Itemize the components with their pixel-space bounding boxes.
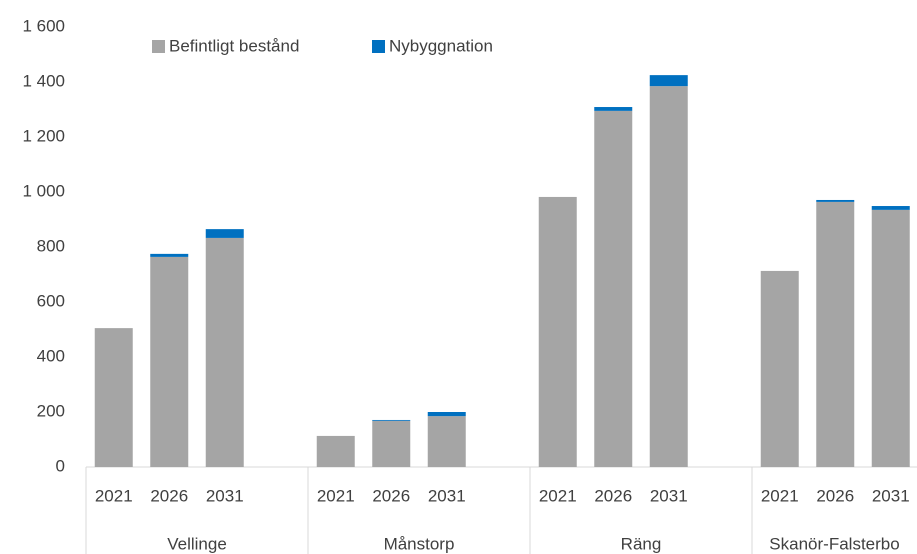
y-tick-label: 1 000 <box>22 181 65 200</box>
x-tick-label: 2026 <box>372 486 410 505</box>
x-tick-label: 2021 <box>317 486 355 505</box>
bar-segment <box>94 328 133 467</box>
y-tick-label: 600 <box>37 291 65 310</box>
bar-segment <box>649 86 688 467</box>
x-tick-label: 2031 <box>206 486 244 505</box>
legend-swatch <box>372 40 385 53</box>
bar-segment <box>816 201 855 467</box>
legend-label: Befintligt bestånd <box>169 36 299 55</box>
y-tick-label: 1 600 <box>22 16 65 35</box>
group-label: Vellinge <box>167 534 227 553</box>
bar-segment <box>649 75 688 87</box>
y-tick-label: 1 400 <box>22 71 65 90</box>
x-tick-label: 2026 <box>150 486 188 505</box>
group-label: Skanör-Falsterbo <box>769 534 899 553</box>
y-tick-label: 1 200 <box>22 126 65 145</box>
bar-segment <box>205 229 244 238</box>
group-label: Månstorp <box>384 534 455 553</box>
bar-segment <box>372 419 411 421</box>
group-label: Räng <box>621 534 662 553</box>
bar-segment <box>594 110 633 467</box>
bar-segment <box>150 253 189 257</box>
x-tick-label: 2021 <box>761 486 799 505</box>
y-tick-label: 800 <box>37 236 65 255</box>
bar-segment <box>150 256 189 467</box>
y-tick-label: 400 <box>37 346 65 365</box>
x-tick-label: 2026 <box>816 486 854 505</box>
bar-segment <box>316 435 355 467</box>
x-tick-label: 2031 <box>872 486 910 505</box>
bar-segment <box>760 270 799 467</box>
bar-segment <box>871 206 910 210</box>
bar-segment <box>372 420 411 467</box>
x-tick-label: 2026 <box>594 486 632 505</box>
bar-segment <box>427 412 466 417</box>
x-tick-label: 2021 <box>539 486 577 505</box>
bar-segment <box>427 416 466 467</box>
y-tick-label: 0 <box>56 456 65 475</box>
bar-segment <box>816 199 855 202</box>
bar-segment <box>538 196 577 467</box>
legend-swatch <box>152 40 165 53</box>
bar-segment <box>594 107 633 111</box>
bar-segment <box>205 237 244 467</box>
legend-label: Nybyggnation <box>389 36 493 55</box>
x-tick-label: 2021 <box>95 486 133 505</box>
x-tick-label: 2031 <box>650 486 688 505</box>
y-tick-label: 200 <box>37 401 65 420</box>
x-tick-label: 2031 <box>428 486 466 505</box>
bar-segment <box>871 209 910 467</box>
